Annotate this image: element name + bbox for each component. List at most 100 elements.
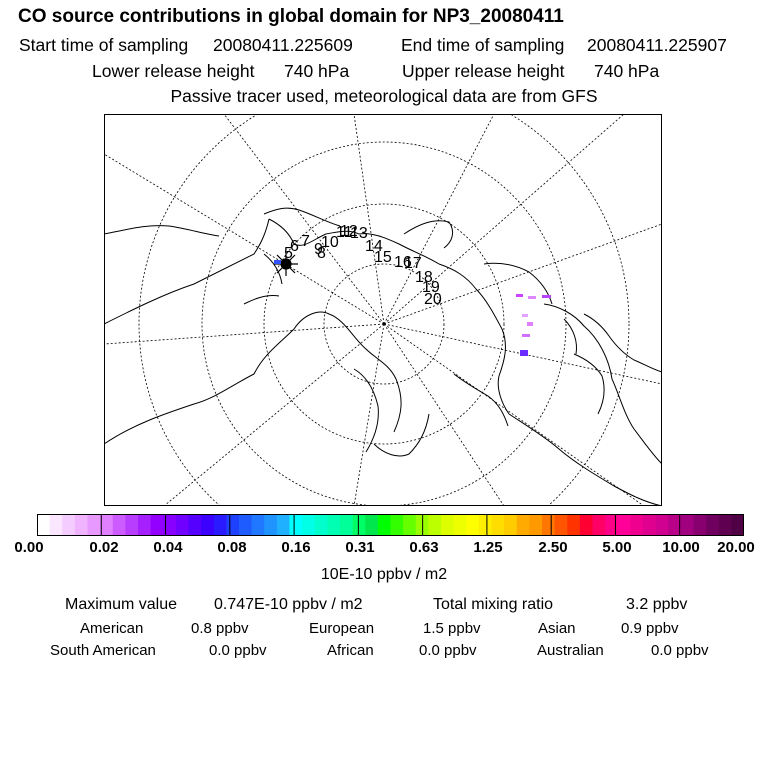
track-label: 17 <box>404 255 422 272</box>
release-point <box>274 252 298 276</box>
colorbar-cell <box>390 514 404 536</box>
colorbar-cell <box>125 514 139 536</box>
colorbar-cell <box>112 514 126 536</box>
source-patches <box>274 260 551 356</box>
region-value: 0.8 ppbv <box>191 620 249 637</box>
colorbar-cell <box>251 514 265 536</box>
region-value: 1.5 ppbv <box>423 620 481 637</box>
source-patch <box>516 294 523 297</box>
colorbar-cell <box>226 514 240 536</box>
colorbar-cell <box>213 514 227 536</box>
colorbar-cell <box>352 514 366 536</box>
colorbar-cell <box>276 514 291 536</box>
colorbar-tick: 0.16 <box>281 539 311 556</box>
colorbar-cell <box>630 514 644 536</box>
colorbar-cell <box>87 514 101 536</box>
colorbar-cell <box>504 514 518 536</box>
lower-height-label: Lower release height <box>92 61 255 81</box>
end-time-value: 20080411.225907 <box>587 35 727 55</box>
colorbar-cell <box>163 514 177 536</box>
colorbar-cell <box>516 514 530 536</box>
track-label: 5 <box>284 245 293 262</box>
meridians <box>104 114 662 506</box>
colorbar-cell <box>201 514 215 536</box>
colorbar <box>37 514 744 536</box>
colorbar-tick: 5.00 <box>602 539 632 556</box>
lat-circle-50 <box>138 114 630 506</box>
region-name: African <box>327 642 374 659</box>
end-time-label: End time of sampling <box>401 35 565 55</box>
track-label: 15 <box>374 249 392 266</box>
polar-map: 5 6 7 8 9 10 11 12 13 14 15 16 17 18 19 … <box>104 114 662 506</box>
upper-height-label: Upper release height <box>402 61 565 81</box>
lat-circle-70 <box>263 203 505 445</box>
colorbar-cell <box>441 514 455 536</box>
colorbar-cell <box>74 514 89 536</box>
region-name: Australian <box>537 642 604 659</box>
colorbar-cell <box>428 514 442 536</box>
colorbar-units: 10E-10 ppbv / m2 <box>320 566 448 583</box>
colorbar-cell <box>731 514 744 536</box>
lat-circle-80 <box>323 263 445 385</box>
source-patch <box>274 260 281 264</box>
track-label: 18 <box>415 269 433 286</box>
region-name: European <box>309 620 375 637</box>
colorbar-cell <box>150 514 164 536</box>
colorbar-cell <box>289 514 303 536</box>
colorbar-cell <box>175 514 190 536</box>
source-patch <box>542 295 551 298</box>
colorbar-tick: 1.25 <box>473 539 503 556</box>
colorbar-cell <box>542 514 556 536</box>
colorbar-tick: 0.08 <box>217 539 247 556</box>
colorbar-tick: 0.02 <box>89 539 119 556</box>
colorbar-cell <box>188 514 202 536</box>
start-time-label: Start time of sampling <box>19 35 189 55</box>
colorbar-tick: 0.63 <box>409 539 439 556</box>
track-label: 19 <box>422 279 440 296</box>
colorbar-tick: 0.04 <box>153 539 183 556</box>
track-label: 7 <box>301 233 310 250</box>
colorbar-cell <box>327 514 341 536</box>
track-label: 9 <box>314 241 323 258</box>
colorbar-cell <box>377 514 392 536</box>
region-value: 0.0 ppbv <box>651 642 709 659</box>
start-time-value: 20080411.225609 <box>213 35 353 55</box>
colorbar-cell <box>340 514 354 536</box>
colorbar-cell <box>453 514 467 536</box>
colorbar-cell <box>365 514 379 536</box>
region-value: 0.0 ppbv <box>209 642 267 659</box>
colorbar-cell <box>403 514 417 536</box>
region-name: South American <box>50 642 156 659</box>
coastlines <box>104 207 662 506</box>
colorbar-cell <box>264 514 278 536</box>
lower-height-value: 740 hPa <box>284 61 350 81</box>
colorbar-cell <box>239 514 253 536</box>
colorbar-cell <box>302 514 316 536</box>
colorbar-cell <box>491 514 505 536</box>
colorbar-cell <box>655 514 669 536</box>
track-label: 6 <box>290 238 299 255</box>
track-label: 16 <box>394 254 412 271</box>
latitude-circles <box>138 114 630 506</box>
max-value: 0.747E-10 ppbv / m2 <box>214 596 363 613</box>
region-name: Asian <box>538 620 576 637</box>
track-label: 20 <box>424 291 442 308</box>
trajectory-labels: 5 6 7 8 9 10 11 12 13 14 15 16 17 18 19 … <box>284 223 442 308</box>
track-label: 14 <box>365 238 383 255</box>
colorbar-cell <box>478 514 493 536</box>
region-value: 0.9 ppbv <box>621 620 679 637</box>
colorbar-cell <box>466 514 480 536</box>
upper-height-value: 740 hPa <box>594 61 660 81</box>
colorbar-cell <box>100 514 114 536</box>
tracer-note: Passive tracer used, meteorological data… <box>170 86 598 106</box>
source-patch <box>528 296 536 299</box>
colorbar-tick: 20.00 <box>717 539 755 556</box>
track-label: 10 <box>321 234 339 251</box>
colorbar-cell <box>314 514 328 536</box>
colorbar-cell <box>37 514 51 536</box>
colorbar-cell <box>529 514 543 536</box>
colorbar-cell <box>49 514 63 536</box>
plot-title: CO source contributions in global domain… <box>18 6 564 27</box>
source-patch <box>527 322 533 326</box>
colorbar-cell <box>718 514 732 536</box>
